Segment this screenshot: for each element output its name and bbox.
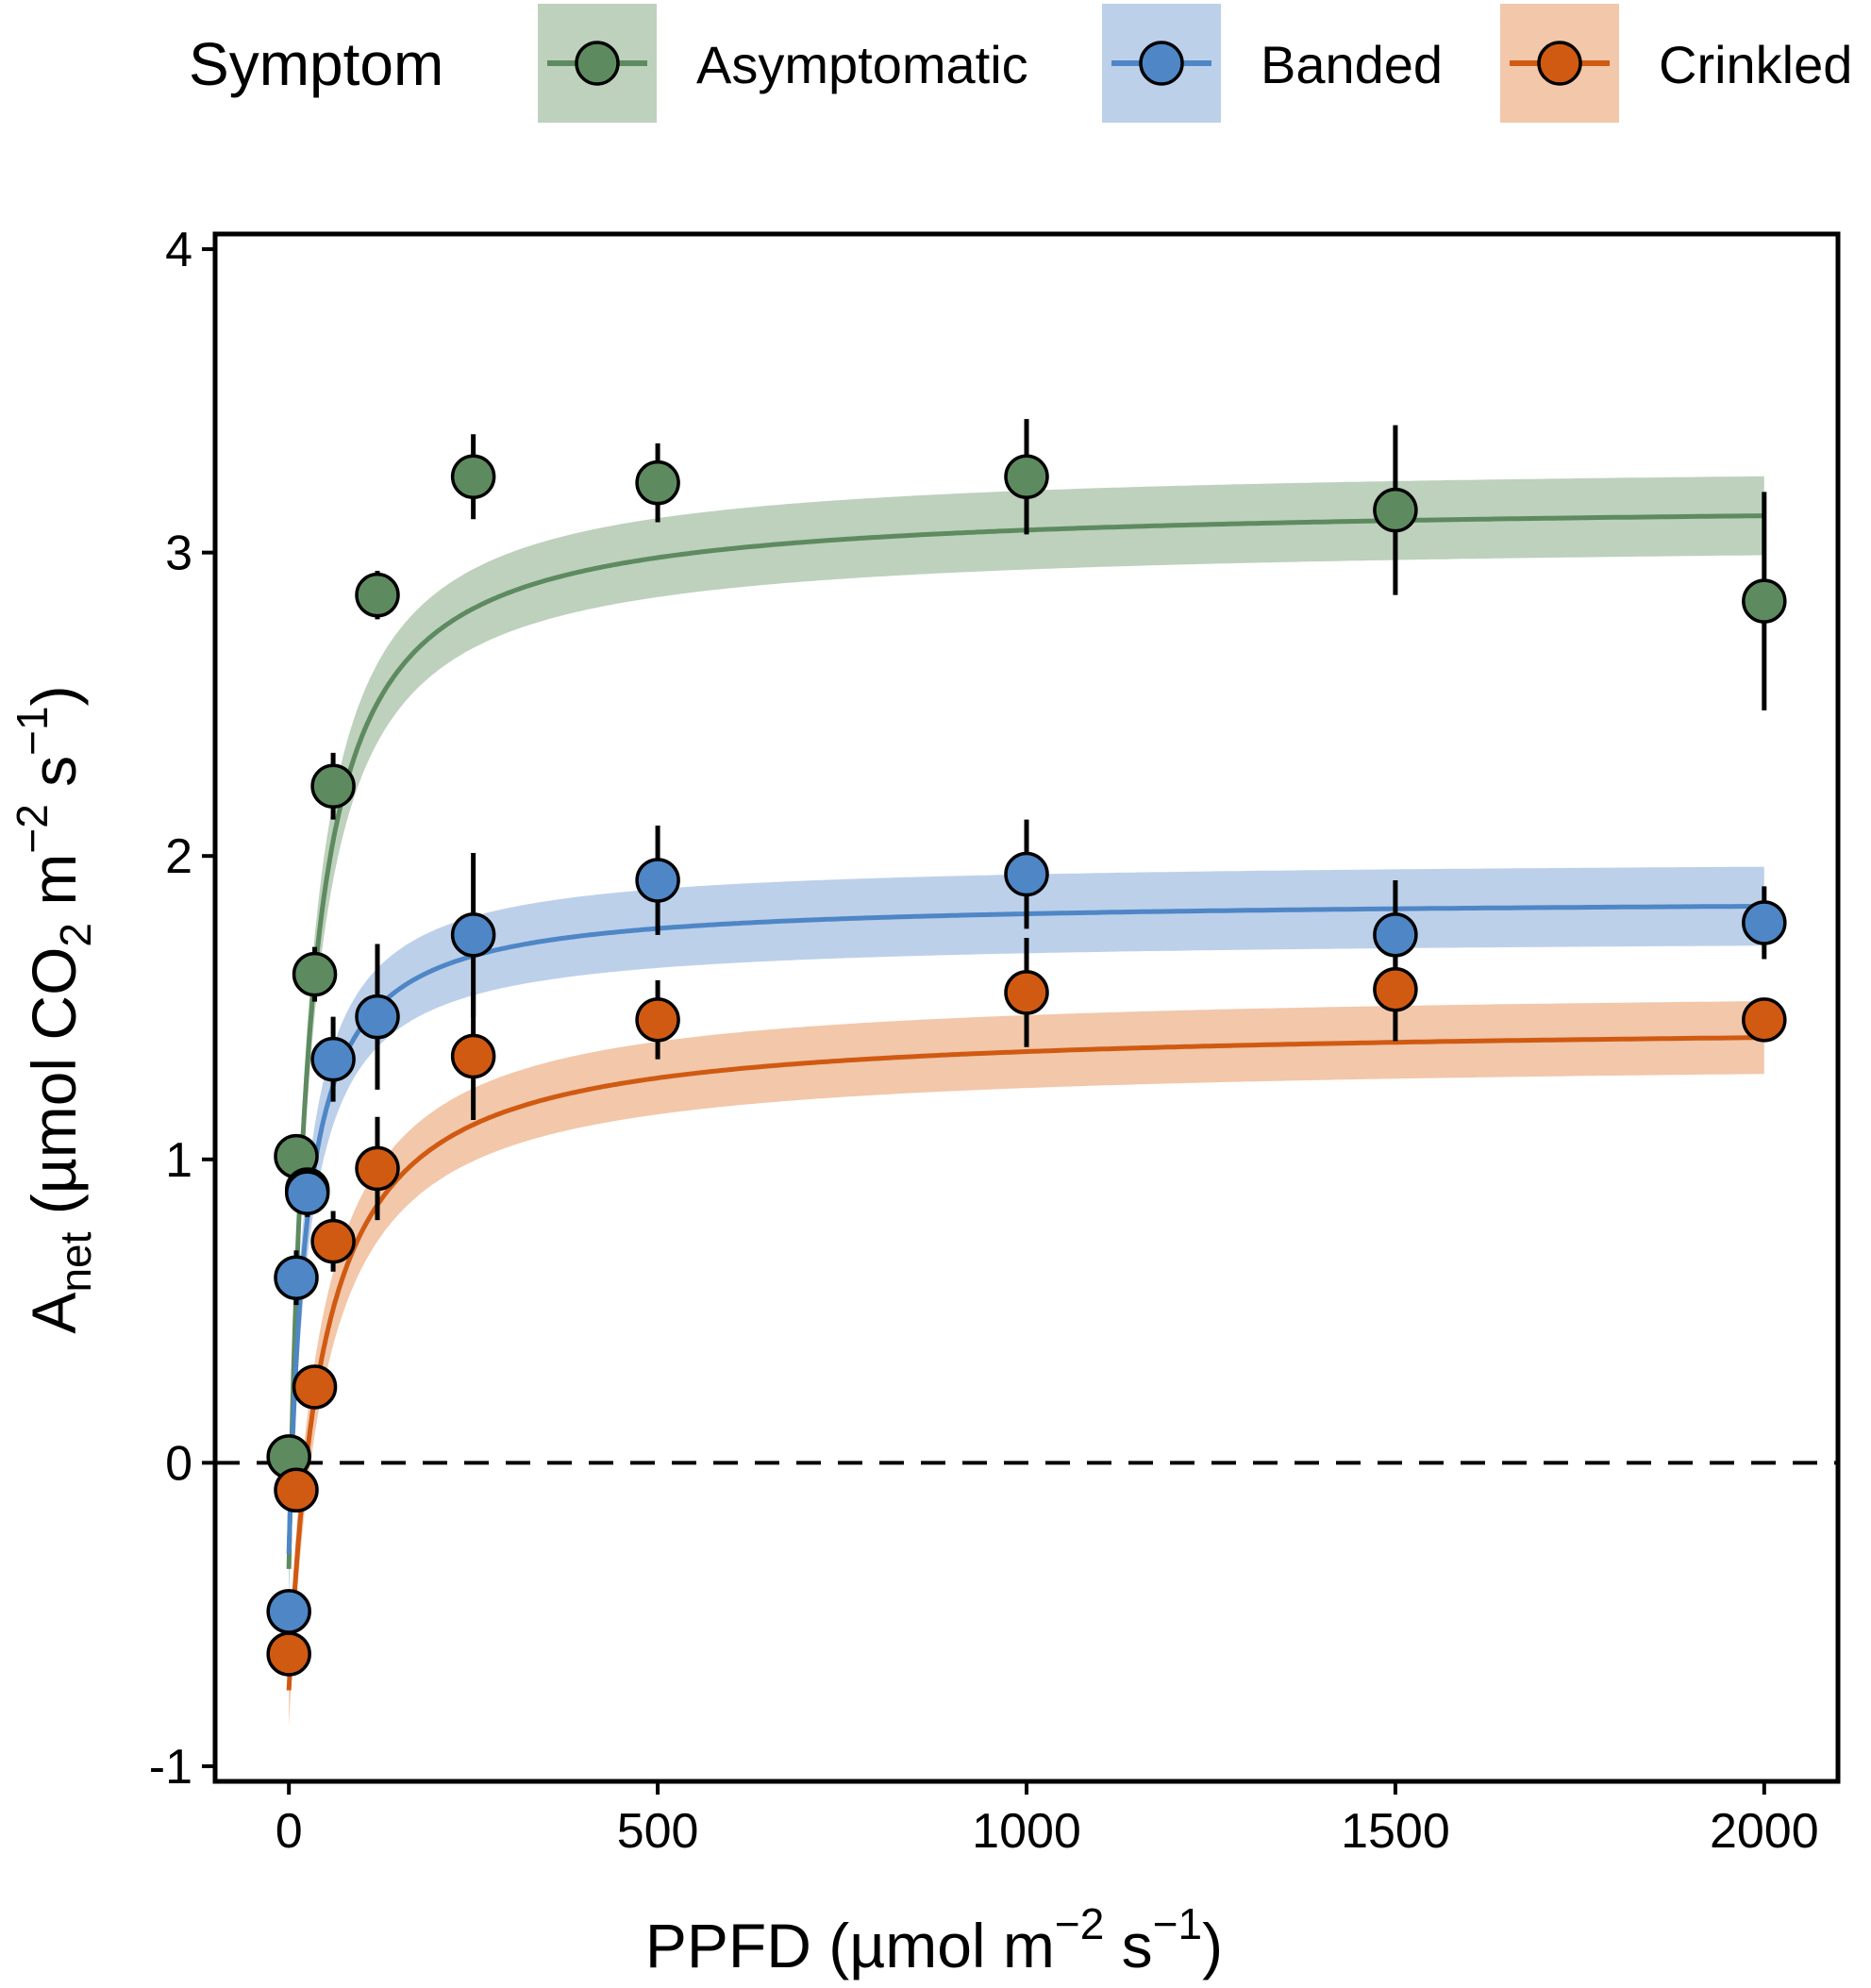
confidence-bands xyxy=(289,476,1764,1728)
legend-title: Symptom xyxy=(189,30,443,98)
banded-point xyxy=(1373,912,1418,958)
y-tick-label: 4 xyxy=(165,223,192,277)
banded-confidence-band xyxy=(289,866,1764,1594)
asymptomatic-point xyxy=(450,454,496,500)
crinkled-point xyxy=(274,1467,319,1513)
y-tick-label: 0 xyxy=(165,1436,192,1491)
x-tick-label: 2000 xyxy=(1710,1804,1819,1859)
x-tick-label: 0 xyxy=(276,1804,303,1859)
banded-point xyxy=(355,994,400,1040)
banded-legend-label: Banded xyxy=(1261,35,1443,94)
crinkled-confidence-band xyxy=(289,1001,1764,1728)
asymptomatic-point xyxy=(1373,487,1418,533)
x-tick-label: 1000 xyxy=(972,1804,1081,1859)
banded-point xyxy=(635,858,680,903)
legend: Symptom Asymptomatic Banded Crinkled xyxy=(189,4,1852,123)
asymptomatic-legend-label: Asymptomatic xyxy=(696,35,1028,94)
y-tick-label: 2 xyxy=(165,829,192,884)
banded-point xyxy=(1742,900,1787,945)
banded-point xyxy=(1004,851,1049,897)
x-axis-title: PPFD (µmol m−2 s−1) xyxy=(645,1899,1223,1980)
y-axis: -1 0 1 2 3 4 xyxy=(149,223,215,1795)
data-points xyxy=(266,454,1787,1677)
x-axis: 0 500 1000 1500 2000 xyxy=(276,1781,1819,1859)
legend-items: Asymptomatic Banded Crinkled xyxy=(538,4,1852,123)
legend-item-crinkled: Crinkled xyxy=(1500,4,1852,123)
banded-legend-marker xyxy=(1139,41,1184,86)
crinkled-point xyxy=(450,1033,496,1079)
asymptomatic-point xyxy=(355,572,400,618)
crinkled-point xyxy=(1004,970,1049,1015)
x-tick-label: 500 xyxy=(617,1804,699,1859)
asymptomatic-point xyxy=(1004,454,1049,500)
y-tick-label: 3 xyxy=(165,526,192,581)
banded-point xyxy=(266,1589,311,1634)
asymptomatic-point xyxy=(635,459,680,506)
asymptomatic-point xyxy=(1742,578,1787,624)
banded-point xyxy=(450,912,496,958)
asymptomatic-legend-marker xyxy=(575,41,620,86)
y-tick-label: -1 xyxy=(149,1740,192,1795)
legend-item-asymptomatic: Asymptomatic xyxy=(538,4,1028,123)
crinkled-legend-marker xyxy=(1537,41,1582,86)
crinkled-point xyxy=(355,1145,400,1192)
crinkled-legend-label: Crinkled xyxy=(1659,35,1852,94)
asymptomatic-point xyxy=(292,951,338,997)
banded-point xyxy=(274,1255,319,1300)
banded-point xyxy=(310,1036,356,1082)
y-axis-title: Anet (µmol CO2 m−2 s−1) xyxy=(8,685,100,1333)
crinkled-point xyxy=(1742,997,1787,1043)
crinkled-point xyxy=(292,1364,338,1410)
asymptomatic-fit-line xyxy=(286,513,1764,1569)
legend-item-banded: Banded xyxy=(1102,4,1443,123)
y-tick-label: 1 xyxy=(165,1133,192,1188)
asymptomatic-point xyxy=(310,763,356,810)
plot-panel xyxy=(212,231,1841,1784)
crinkled-point xyxy=(310,1218,356,1264)
banded-point xyxy=(284,1170,330,1215)
x-tick-label: 1500 xyxy=(1341,1804,1450,1859)
banded-fit-line xyxy=(286,904,1764,1554)
crinkled-point xyxy=(266,1631,311,1677)
crinkled-point xyxy=(1373,966,1418,1012)
crinkled-point xyxy=(635,997,680,1043)
